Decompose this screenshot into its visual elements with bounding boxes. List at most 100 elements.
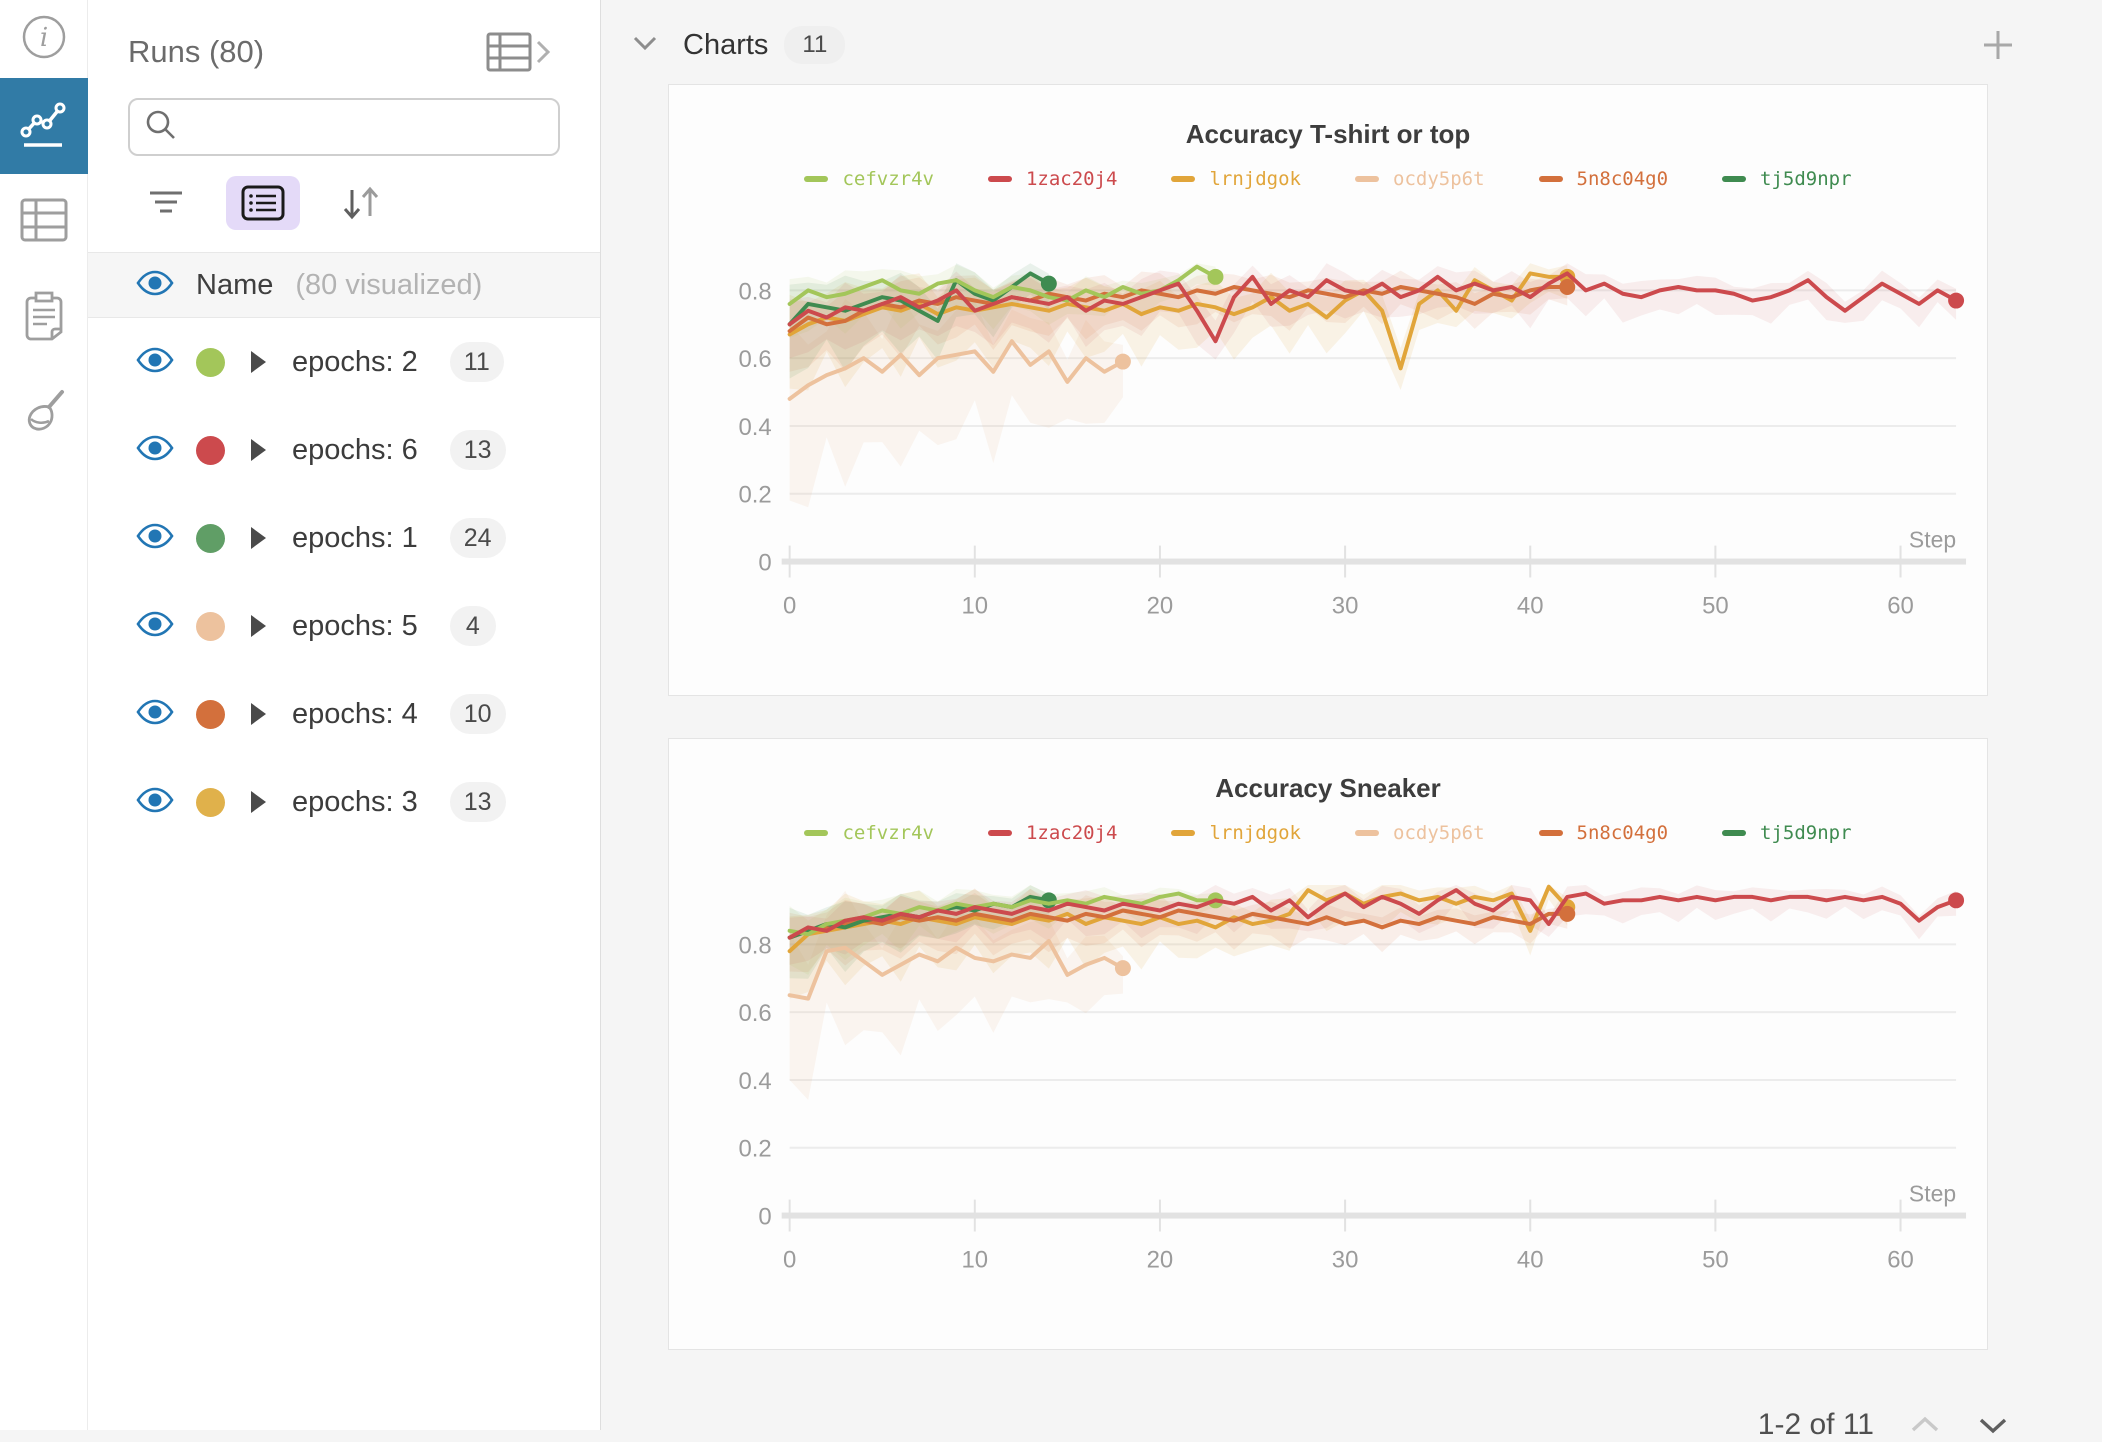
run-group-row[interactable]: epochs: 6 13 <box>88 406 600 494</box>
legend-run-name: cefvzr4v <box>842 168 934 190</box>
runs-search-input[interactable] <box>188 111 544 143</box>
legend-swatch <box>1722 176 1747 182</box>
legend-run-name: 1zac20j4 <box>1025 168 1118 190</box>
chart-title: Accuracy Sneaker <box>1215 773 1441 803</box>
run-group-label: epochs: 4 <box>292 697 418 730</box>
run-color-dot <box>196 611 225 641</box>
run-count-badge: 4 <box>449 606 496 646</box>
expand-caret-icon[interactable] <box>251 703 266 725</box>
chart-legend: cefvzr4v 1zac20j4 lrnjdgok ocdy5p6t 5n8c04g0… <box>804 168 1852 190</box>
eye-icon[interactable] <box>136 699 174 730</box>
run-count-badge: 11 <box>449 342 504 382</box>
legend-swatch <box>1171 176 1196 182</box>
legend-item[interactable]: ocdy5p6t <box>1355 168 1485 190</box>
info-nav-button[interactable]: i <box>0 0 88 78</box>
legend-run-name: 5n8c04g0 <box>1576 822 1669 844</box>
svg-text:10: 10 <box>961 592 988 619</box>
panel-pagination: 1-2 of 11 <box>629 1392 2102 1442</box>
expand-caret-icon[interactable] <box>251 791 266 813</box>
svg-text:0.2: 0.2 <box>738 482 771 509</box>
search-icon <box>144 108 178 147</box>
svg-text:60: 60 <box>1887 592 1914 619</box>
legend-item[interactable]: tj5d9npr <box>1722 168 1852 190</box>
charts-collapse-chevron-icon[interactable] <box>629 32 661 59</box>
run-color-dot <box>196 523 225 553</box>
charts-nav-button[interactable] <box>0 78 88 174</box>
expand-table-button[interactable] <box>486 30 552 74</box>
legend-item[interactable]: 5n8c04g0 <box>1538 822 1669 844</box>
pagination-next-button[interactable] <box>1976 1414 2010 1436</box>
x-axis-label: Step <box>1909 1181 1956 1207</box>
chart-plot[interactable]: 0 10 20 30 40 50 60 0 0.2 0.4 0.6 0.8 Step <box>670 194 1986 636</box>
svg-text:60: 60 <box>1887 1246 1914 1273</box>
table-nav-button[interactable] <box>0 174 88 270</box>
run-group-row[interactable]: epochs: 2 11 <box>88 318 600 406</box>
legend-swatch <box>1722 830 1747 836</box>
run-group-row[interactable]: epochs: 5 4 <box>88 582 600 670</box>
notes-nav-button[interactable] <box>0 270 88 366</box>
runs-panel-title: Runs (80) <box>128 34 265 69</box>
legend-item[interactable]: 5n8c04g0 <box>1538 168 1668 190</box>
chart-panel[interactable]: Accuracy Sneaker cefvzr4v 1zac20j4 lrnjdgok… <box>668 738 1988 1350</box>
legend-item[interactable]: lrnjdgok <box>1171 168 1301 190</box>
run-count-badge: 10 <box>449 694 506 734</box>
expand-caret-icon[interactable] <box>251 351 266 373</box>
pagination-label: 1-2 of 11 <box>1757 1408 1874 1441</box>
legend-item[interactable]: 1zac20j4 <box>987 168 1118 190</box>
add-panel-button[interactable] <box>1980 27 2016 63</box>
legend-swatch <box>1355 176 1379 182</box>
legend-swatch <box>804 830 829 836</box>
sort-button[interactable] <box>340 184 382 222</box>
run-count-badge: 13 <box>449 782 506 822</box>
run-group-row[interactable]: epochs: 1 24 <box>88 494 600 582</box>
runs-panel: Runs (80) <box>88 0 601 1430</box>
eye-icon[interactable] <box>136 523 174 554</box>
svg-text:0: 0 <box>758 1204 771 1231</box>
svg-text:0.6: 0.6 <box>738 346 771 373</box>
svg-text:40: 40 <box>1517 592 1544 619</box>
chart-panels-container: Accuracy T-shirt or top cefvzr4v 1zac20j4 l… <box>629 84 2102 1392</box>
eye-icon[interactable] <box>136 787 174 818</box>
legend-run-name: tj5d9npr <box>1760 168 1852 190</box>
legend-swatch <box>1355 830 1379 836</box>
sweeps-nav-button[interactable] <box>0 366 88 462</box>
legend-item[interactable]: cefvzr4v <box>804 822 934 844</box>
list-view-button[interactable] <box>226 176 300 230</box>
run-group-label: epochs: 6 <box>292 433 418 466</box>
eye-icon[interactable] <box>136 611 174 642</box>
svg-text:i: i <box>39 23 47 53</box>
svg-text:0: 0 <box>783 1246 796 1273</box>
eye-icon[interactable] <box>136 347 174 378</box>
svg-text:0.4: 0.4 <box>738 1068 771 1095</box>
eye-icon[interactable] <box>136 435 174 466</box>
legend-swatch <box>1538 830 1563 836</box>
run-group-row[interactable]: epochs: 4 10 <box>88 670 600 758</box>
run-color-dot <box>196 347 225 377</box>
svg-text:0: 0 <box>758 550 771 577</box>
run-group-row[interactable]: epochs: 3 13 <box>88 758 600 846</box>
legend-run-name: lrnjdgok <box>1209 822 1301 844</box>
legend-swatch <box>1538 176 1563 182</box>
chart-plot[interactable]: 0 10 20 30 40 50 60 0 0.2 0.4 0.6 0.8 Step <box>670 848 1986 1290</box>
run-color-dot <box>196 787 225 817</box>
filter-button[interactable] <box>146 188 186 218</box>
runs-name-header-row[interactable]: Name (80 visualized) <box>88 252 600 318</box>
legend-item[interactable]: tj5d9npr <box>1722 822 1852 844</box>
charts-section-title: Charts <box>683 28 769 61</box>
legend-item[interactable]: ocdy5p6t <box>1355 822 1485 844</box>
legend-item[interactable]: 1zac20j4 <box>987 822 1117 844</box>
chart-panel[interactable]: Accuracy T-shirt or top cefvzr4v 1zac20j4 l… <box>668 84 1988 696</box>
expand-caret-icon[interactable] <box>251 439 266 461</box>
pagination-prev-button[interactable] <box>1908 1414 1942 1436</box>
legend-item[interactable]: cefvzr4v <box>804 168 934 190</box>
legend-item[interactable]: lrnjdgok <box>1171 822 1301 844</box>
svg-text:50: 50 <box>1702 592 1729 619</box>
left-icon-strip: i <box>0 0 88 1430</box>
expand-caret-icon[interactable] <box>251 615 266 637</box>
info-icon: i <box>21 14 67 65</box>
expand-caret-icon[interactable] <box>251 527 266 549</box>
eye-icon[interactable] <box>136 270 174 301</box>
clipboard-icon <box>21 291 67 346</box>
svg-text:0: 0 <box>783 592 796 619</box>
run-count-badge: 24 <box>449 518 506 558</box>
